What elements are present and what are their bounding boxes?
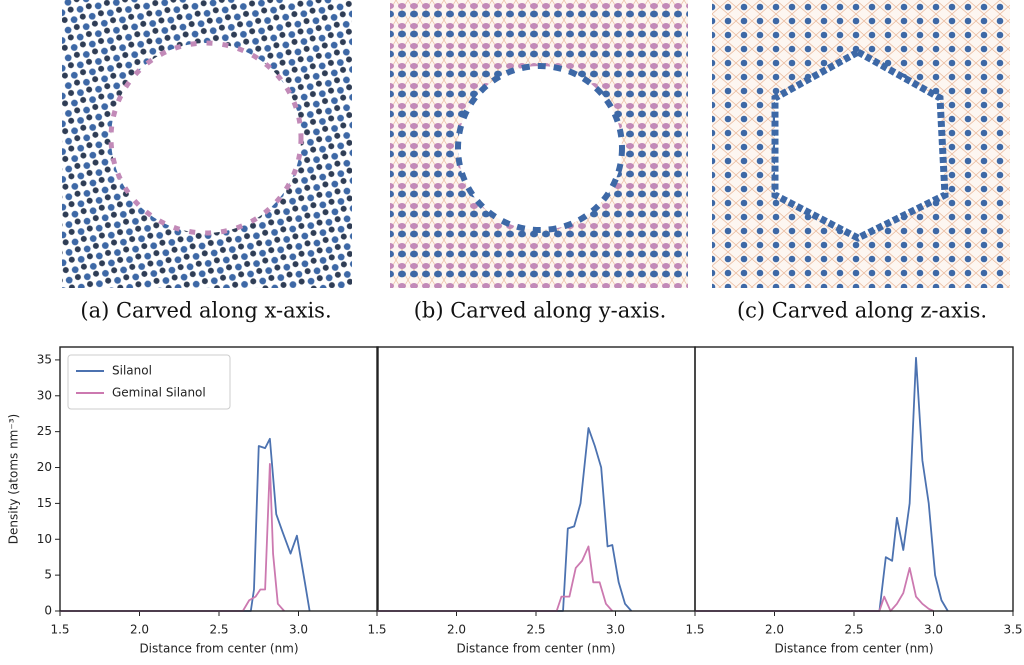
y-tick-label: 10 — [37, 532, 52, 546]
image-c — [712, 0, 1010, 288]
x-tick-label: 3.0 — [606, 623, 625, 637]
caption: (a) Carved along x-axis. — [80, 299, 331, 323]
series-line — [60, 437, 311, 612]
y-tick-label: 35 — [37, 352, 52, 366]
y-tick-label: 20 — [37, 460, 52, 474]
y-tick-label: 25 — [37, 424, 52, 438]
series-line — [377, 545, 613, 612]
x-axis-label: Distance from center (nm) — [774, 642, 933, 656]
legend-box — [67, 354, 231, 410]
plot-frame — [376, 346, 696, 612]
x-tick-label: 2.0 — [130, 623, 149, 637]
plot-frame — [694, 346, 1014, 612]
y-tick-label: 30 — [37, 388, 52, 402]
x-tick-label: 2.5 — [526, 623, 545, 637]
x-tick-label: 2.5 — [844, 623, 863, 637]
legend-label: Silanol — [112, 364, 152, 378]
y-tick-label: 15 — [37, 496, 52, 510]
series-line — [695, 567, 934, 612]
y-tick-label: 5 — [44, 568, 52, 582]
x-tick-label: 2.5 — [209, 623, 228, 637]
plot-frame — [59, 346, 379, 612]
x-tick-label: 1.5 — [367, 623, 386, 637]
x-tick-label: 1.5 — [50, 623, 69, 637]
image-b — [390, 0, 688, 288]
x-tick-label: 2.0 — [447, 623, 466, 637]
x-tick-label: 3.0 — [289, 623, 308, 637]
caption: (b) Carved along y-axis. — [414, 299, 667, 323]
x-tick-label: 3.0 — [924, 623, 943, 637]
caption: (c) Carved along z-axis. — [737, 299, 987, 323]
series-line — [60, 463, 285, 612]
x-axis-label: Distance from center (nm) — [139, 642, 298, 656]
x-tick-label: 2.0 — [765, 623, 784, 637]
x-axis-label: Distance from center (nm) — [456, 642, 615, 656]
series-line — [377, 427, 633, 612]
image-a — [62, 0, 352, 288]
legend-label: Geminal Silanol — [112, 386, 206, 400]
y-axis-label: Density (atoms nm⁻³) — [7, 414, 21, 544]
series-line — [695, 356, 949, 612]
x-tick-label: 1.5 — [685, 623, 704, 637]
y-tick-label: 0 — [44, 604, 52, 618]
x-tick-label: 3.5 — [1003, 623, 1022, 637]
